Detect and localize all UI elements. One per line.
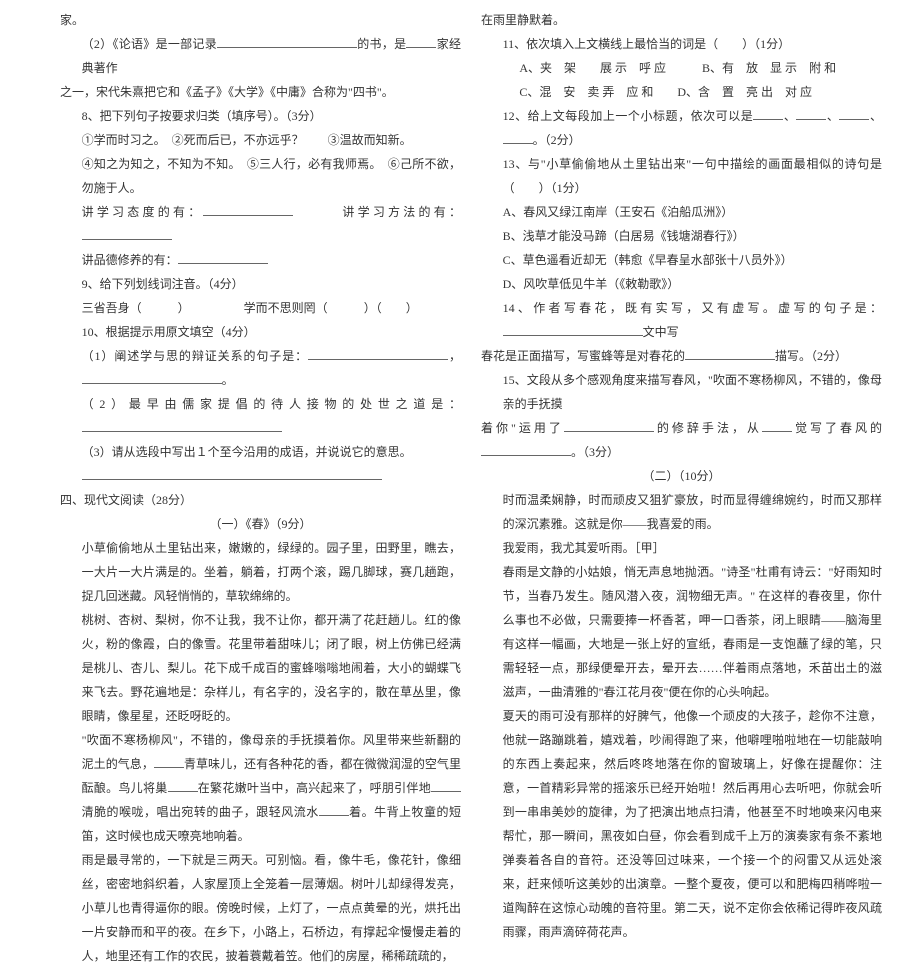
paragraph: 夏天的雨可没有那样的好脾气，他像一个顽皮的大孩子，趁你不注意，他就一路蹦跳着，嬉… xyxy=(481,704,882,944)
text-line xyxy=(60,464,461,488)
text: 。（3分） xyxy=(571,445,619,459)
paragraph: "吹面不寒杨柳风"，不错的，像母亲的手抚摸着你。风里带来些新翻的泥土的气息，青草… xyxy=(60,728,461,848)
paragraph: 我爱雨，我尤其爱听雨。［甲］ xyxy=(481,536,882,560)
blank xyxy=(839,107,869,120)
section-heading: 四、现代文阅读（28分） xyxy=(60,488,461,512)
blank xyxy=(503,323,643,336)
text: 、 xyxy=(783,109,796,123)
text-line: 讲学习态度的有： 讲学习方法的有： xyxy=(60,200,461,248)
text: 、 xyxy=(826,109,839,123)
text: 描写。（2分） xyxy=(775,349,847,363)
question: 12、给上文每段加上一个小标题，依次可以是 、 、 、。（2分） xyxy=(481,104,882,152)
blank xyxy=(753,107,783,120)
text-line: 家。 xyxy=(60,8,461,32)
right-column: 在雨里静默着。 11、依次填入上文横线上最恰当的词是（ ）（1分） A、夹 架 … xyxy=(471,8,892,646)
text: 讲学习方法的有： xyxy=(342,205,461,219)
blank xyxy=(564,419,654,432)
question: 着你"运用了 的修辞手法，从 觉写了春风的。（3分） xyxy=(481,416,882,464)
blank xyxy=(503,131,533,144)
text: 讲品德修养的有： xyxy=(82,253,178,267)
blank xyxy=(406,35,436,48)
text-line: 之一，宋代朱熹把它和《孟子》《大学》《中庸》合称为"四书"。 xyxy=(60,80,461,104)
text: （1）阐述学与思的辩证关系的句子是： xyxy=(82,349,308,363)
text-line: （2）《论语》是一部记录的书，是家经典著作 xyxy=(60,32,461,80)
blank xyxy=(308,347,448,360)
question: 15、文段从多个感观角度来描写春风，"吹面不寒杨柳风，不错的，像母亲的手抚摸 xyxy=(481,368,882,416)
option: A、夹 架 展 示 呼 应 B、有 放 显 示 附 和 xyxy=(481,56,882,80)
text: 14、作者写春花，既有实写，又有虚写。虚写的句子是： xyxy=(503,301,882,315)
text: 清脆的喉咙，唱出宛转的曲子，跟轻风流水 xyxy=(82,805,319,819)
blank xyxy=(431,779,461,792)
option: A、春风又绿江南岸（王安石《泊船瓜洲》） xyxy=(481,200,882,224)
text: 12、给上文每段加上一个小标题，依次可以是 xyxy=(503,109,754,123)
text: 春花是正面描写，写蜜蜂等是对春花的 xyxy=(481,349,685,363)
text: （2）最早由儒家提倡的待人接物的处世之道是： xyxy=(82,397,461,411)
text-line: 三省吾身（ ） 学而不思则罔（ ）（ ） xyxy=(60,296,461,320)
text-line: ①学而时习之。 ②死而后已，不亦远乎？ ③温故而知新。 xyxy=(60,128,461,152)
blank xyxy=(762,419,792,432)
text: （2）《论语》是一部记录 xyxy=(82,37,217,51)
blank xyxy=(217,35,357,48)
question: 11、依次填入上文横线上最恰当的词是（ ）（1分） xyxy=(481,32,882,56)
question: 14、作者写春花，既有实写，又有虚写。虚写的句子是： 文中写 xyxy=(481,296,882,344)
blank xyxy=(178,251,268,264)
blank xyxy=(154,755,184,768)
blank xyxy=(82,467,382,480)
text: ）（ xyxy=(364,301,382,315)
text-line: 9、给下列划线词注音。（4分） xyxy=(60,272,461,296)
blank xyxy=(203,203,293,216)
text: 觉写了春风的 xyxy=(792,421,882,435)
blank xyxy=(685,347,775,360)
blank xyxy=(319,803,349,816)
blank xyxy=(796,107,826,120)
text-line: 在雨里静默着。 xyxy=(481,8,882,32)
text-line: 8、把下列句子按要求归类（填序号）。（3分） xyxy=(60,104,461,128)
text-line: （1）阐述学与思的辩证关系的句子是：，。 xyxy=(60,344,461,392)
blank xyxy=(82,419,282,432)
text: 在繁 xyxy=(198,781,223,795)
question: 13、与"小草偷偷地从土里钻出来"一句中描绘的画面最相似的诗句是（ ）（1分） xyxy=(481,152,882,200)
text: 的修辞手法，从 xyxy=(654,421,762,435)
blank xyxy=(481,443,571,456)
text: 三省吾身（ xyxy=(82,301,142,315)
paragraph: 时而温柔娴静，时而顽皮又狙犷豪放，时而显得缠绵婉约，时而又那样的深沉素雅。这就是… xyxy=(481,488,882,536)
question: 春花是正面描写，写蜜蜂等是对春花的 描写。（2分） xyxy=(481,344,882,368)
text: 学而不思则罔（ xyxy=(244,301,328,315)
article-title: （一）《春》（9分） xyxy=(60,512,461,536)
text: 的书，是 xyxy=(357,37,406,51)
text: 花嫩叶当中，高兴起来了，呼朋引伴地 xyxy=(222,781,431,795)
text-line: （3）请从选段中写出１个至今沿用的成语，并说说它的意思。 xyxy=(60,440,461,464)
blank xyxy=(82,371,222,384)
blank xyxy=(168,779,198,792)
text-line: ④知之为知之，不知为不知。 ⑤三人行，必有我师焉。 ⑥己所不欲，勿施于人。 xyxy=(60,152,461,200)
text-line: （2）最早由儒家提倡的待人接物的处世之道是： xyxy=(60,392,461,440)
left-column: 家。 （2）《论语》是一部记录的书，是家经典著作 之一，宋代朱熹把它和《孟子》《… xyxy=(50,8,471,646)
blank xyxy=(82,227,172,240)
text: 着你"运用了 xyxy=(481,421,564,435)
text: 、 xyxy=(869,109,882,123)
article-title: （二）（10分） xyxy=(481,464,882,488)
paragraph: 雨是最寻常的，一下就是三两天。可别恼。看，像牛毛，像花针，像细丝，密密地斜织着，… xyxy=(60,848,461,968)
text: ） xyxy=(406,301,418,315)
text-line: 讲品德修养的有： xyxy=(60,248,461,272)
option: C、混 安 卖 弄 应 和 D、含 置 亮 出 对 应 xyxy=(481,80,882,104)
text: 讲学习态度的有： xyxy=(82,205,204,219)
option: B、浅草才能没马蹄（白居易《钱塘湖春行》） xyxy=(481,224,882,248)
text-line: 10、根据提示用原文填空（4分） xyxy=(60,320,461,344)
paragraph: 春雨是文静的小姑娘，悄无声息地抛洒。"诗圣"杜甫有诗云："好雨知时节，当春乃发生… xyxy=(481,560,882,704)
text: 文中写 xyxy=(643,325,679,339)
option: D、风吹草低见牛羊（《敕勒歌》） xyxy=(481,272,882,296)
text: ） xyxy=(178,301,184,315)
text: 。（2分） xyxy=(533,133,581,147)
paragraph: 桃树、杏树、梨树，你不让我，我不让你，都开满了花赶趟儿。红的像火，粉的像霞，白的… xyxy=(60,608,461,728)
paragraph: 小草偷偷地从土里钻出来，嫩嫩的，绿绿的。园子里，田野里，瞧去，一大片一大片满是的… xyxy=(60,536,461,608)
option: C、草色遥看近却无（韩愈《早春呈水部张十八员外》） xyxy=(481,248,882,272)
